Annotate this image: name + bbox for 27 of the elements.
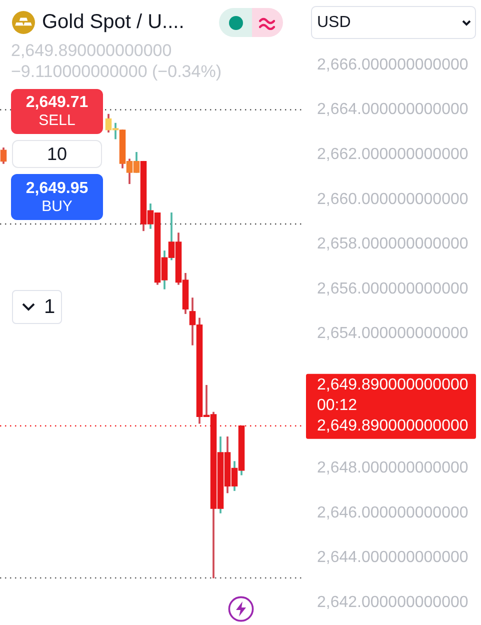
y-tick-label: 2,658.000000000000 xyxy=(317,236,468,253)
y-tick-label: 2,660.000000000000 xyxy=(317,190,468,208)
text: Gold Spot / U.... xyxy=(42,10,184,34)
interval-dropdown: 1 xyxy=(12,290,62,324)
y-tick-label: 2,656.000000000000 xyxy=(317,280,468,298)
quantity-field: 10 xyxy=(12,140,102,168)
buy-button: 2,649.95 BUY xyxy=(11,174,103,220)
text: 00:12 xyxy=(317,396,358,414)
y-tick-label: 2,642.000000000000 xyxy=(317,594,468,612)
ref-line-label: 2,649.890000000000 xyxy=(317,417,468,434)
sell-button: 2,649.71 SELL xyxy=(11,89,103,134)
y-tick-label: 2,654.000000000000 xyxy=(317,325,468,342)
y-tick-label: 2,666.000000000000 xyxy=(317,56,468,74)
annotation: SELL xyxy=(38,112,76,130)
annotation: −9.110000000000 (−0.34%) xyxy=(11,62,222,82)
annotation: 2,649.95 xyxy=(24,180,90,198)
y-tick-label: 2,644.000000000000 xyxy=(317,549,468,566)
text: 2,649.890000000000 xyxy=(11,41,172,61)
y-tick-label: 2,664.000000000000 xyxy=(317,101,468,118)
annotation: 2,649.71 xyxy=(24,94,90,112)
y-tick-label: 2,662.000000000000 xyxy=(317,146,468,163)
currency-dropdown: USD xyxy=(311,6,476,39)
y-tick-label: 2,648.000000000000 xyxy=(317,460,468,477)
annotation: BUY xyxy=(40,198,74,216)
text: 2,649.890000000000 xyxy=(317,376,468,394)
y-tick-label: 2,646.000000000000 xyxy=(317,504,468,522)
annotation: 1 xyxy=(44,295,56,319)
